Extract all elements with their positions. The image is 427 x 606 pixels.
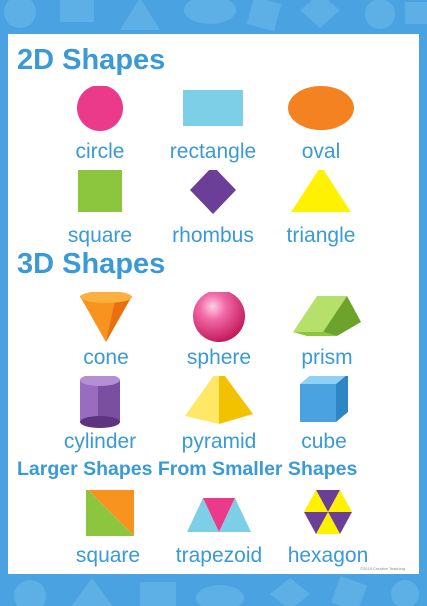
poster-sheet: 2D Shapes circle rectangle oval square r… <box>8 34 419 574</box>
shape-card-circle: circle <box>40 86 160 170</box>
shape-card-triangle: triangle <box>261 170 381 254</box>
square-shape-icon <box>78 170 122 212</box>
shape-card-rhombus: rhombus <box>153 170 273 254</box>
rectangle-shape-icon <box>183 90 243 126</box>
shape-label: pyramid <box>181 430 257 453</box>
shape-label: cube <box>301 430 347 453</box>
shape-label: cylinder <box>63 430 137 453</box>
shape-card-pyramid: pyramid <box>159 376 279 460</box>
shape-label: square <box>75 544 141 567</box>
decorative-shapes-pattern <box>4 0 427 32</box>
shape-label: trapezoid <box>175 544 263 567</box>
shape-label: sphere <box>186 346 252 369</box>
section-title-3d-shapes: 3D Shapes <box>17 248 166 280</box>
shape-card-square: square <box>40 170 160 254</box>
shape-label: hexagon <box>287 544 369 567</box>
cube-shape-icon <box>300 376 348 422</box>
bottom-decorative-band <box>0 574 427 606</box>
pyramid-shape-icon <box>185 376 253 424</box>
shape-card-cylinder: cylinder <box>40 376 160 460</box>
shape-card-cube: cube <box>264 376 384 460</box>
shape-card-sphere: sphere <box>159 292 279 376</box>
top-decorative-band <box>0 0 427 34</box>
shape-label: triangle <box>286 224 356 247</box>
shape-card-composite-square: square <box>48 490 168 574</box>
section-title-2d-shapes: 2D Shapes <box>17 44 166 76</box>
rhombus-shape-icon <box>190 170 236 214</box>
shape-label: circle <box>75 140 125 163</box>
triangle-shape-icon <box>291 170 351 212</box>
shape-label: prism <box>301 346 353 369</box>
shape-card-composite-trapezoid: trapezoid <box>159 490 279 574</box>
oval-shape-icon <box>288 86 354 130</box>
cylinder-shape-icon <box>80 376 120 428</box>
shape-label: cone <box>83 346 129 369</box>
sphere-shape-icon <box>193 292 245 342</box>
circle-shape-icon <box>77 86 123 131</box>
shape-card-prism: prism <box>267 292 387 376</box>
decorative-shapes-pattern <box>14 576 419 606</box>
shape-card-oval: oval <box>261 86 381 170</box>
composite-square-icon <box>86 490 134 536</box>
prism-shape-icon <box>293 296 361 336</box>
section-title-larger-shapes: Larger Shapes From Smaller Shapes <box>17 458 358 480</box>
copyright-credit: ©2015 Creative Teaching <box>360 566 405 571</box>
cone-shape-icon <box>80 292 132 342</box>
composite-trapezoid-icon <box>187 498 251 532</box>
shape-label: oval <box>301 140 341 163</box>
shape-card-rectangle: rectangle <box>153 86 273 170</box>
shape-card-composite-hexagon: hexagon <box>268 490 388 574</box>
shape-label: square <box>67 224 133 247</box>
composite-hexagon-icon <box>304 490 352 534</box>
shape-label: rectangle <box>169 140 257 163</box>
shape-card-cone: cone <box>46 292 166 376</box>
shape-label: rhombus <box>172 224 254 247</box>
